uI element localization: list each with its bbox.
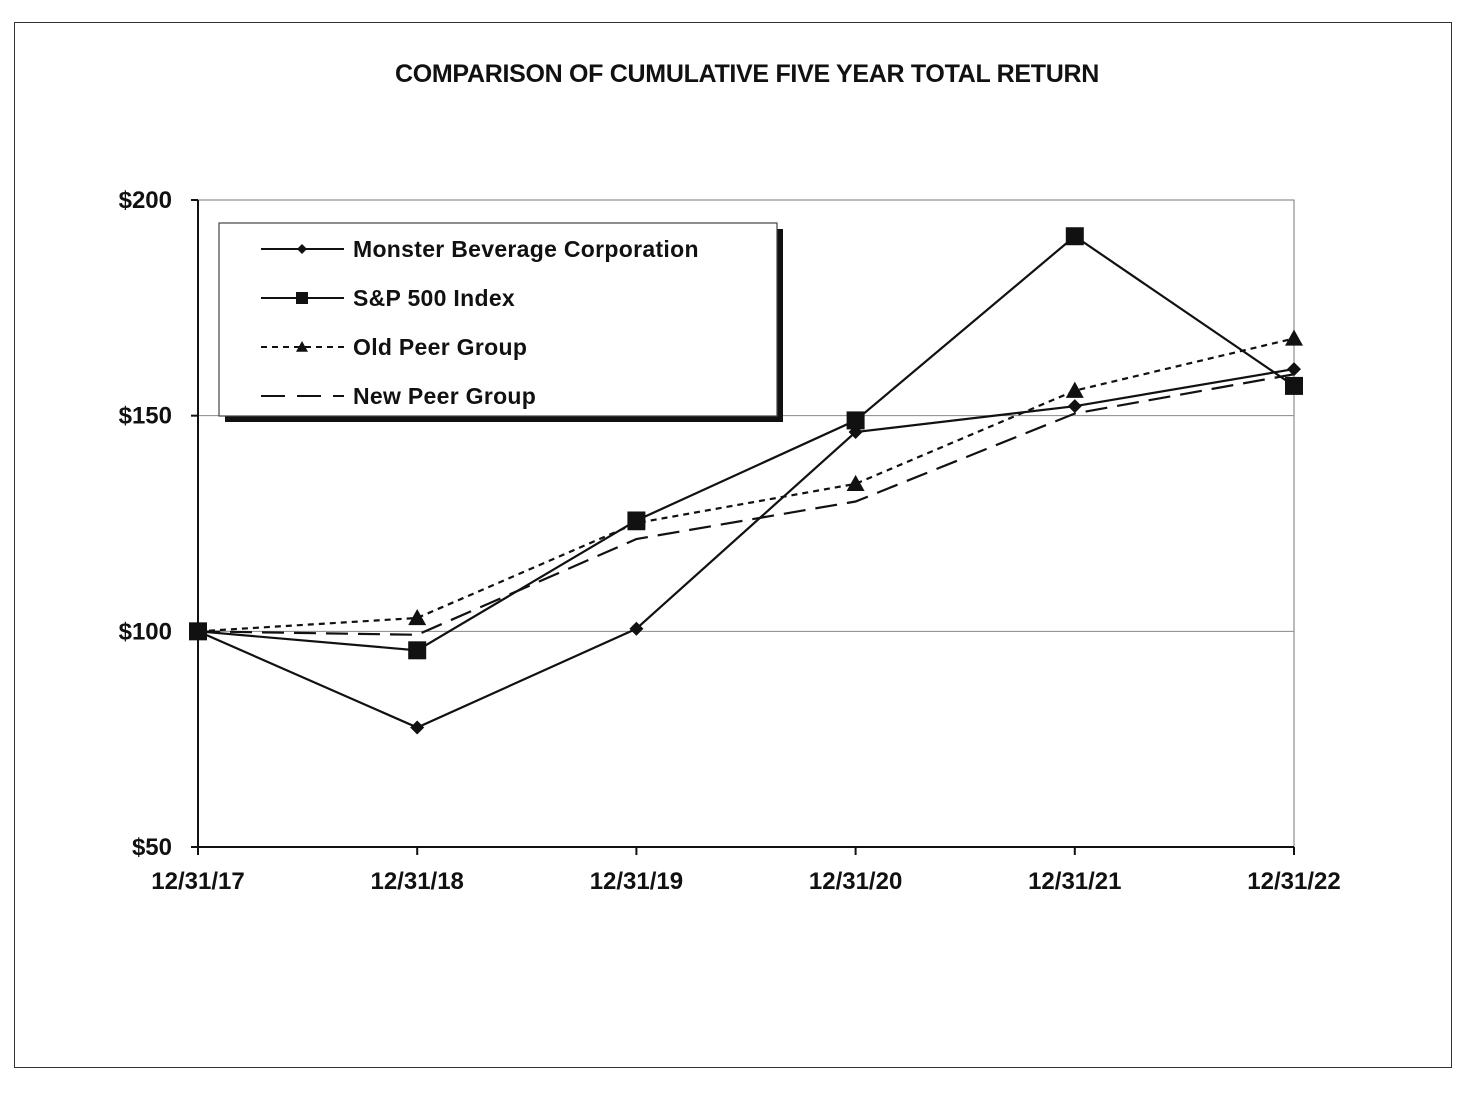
y-tick-label: $100	[119, 618, 172, 645]
diamond-point	[410, 720, 425, 735]
triangle-point	[846, 474, 865, 492]
legend: Monster Beverage Corporation S&P 500 Inde…	[218, 222, 783, 422]
triangle-point	[1065, 381, 1084, 398]
x-tick-label: 12/31/17	[151, 868, 244, 895]
y-tick-label: $200	[119, 187, 172, 214]
chart-title: COMPARISON OF CUMULATIVE FIVE YEAR TOTAL…	[395, 60, 1099, 88]
diamond-point	[629, 621, 644, 636]
diamond-point	[191, 624, 205, 639]
legend-diamond-icon	[297, 244, 307, 254]
x-tick-label: 12/31/18	[370, 868, 463, 895]
square-point	[408, 641, 427, 660]
square-point	[627, 511, 646, 530]
x-tick-label: 12/31/19	[590, 868, 683, 895]
diamond-point	[1067, 399, 1082, 414]
legend-box	[218, 222, 778, 417]
x-tick-label: 12/31/20	[809, 868, 902, 895]
square-point	[846, 411, 865, 430]
x-tick-label: 12/31/22	[1247, 868, 1340, 895]
y-tick-label: $50	[132, 834, 172, 861]
series-line	[197, 367, 1295, 729]
triangle-point	[1285, 329, 1303, 346]
square-point	[1065, 227, 1084, 246]
legend-label: Monster Beverage Corporation	[353, 236, 699, 262]
triangle-point	[408, 608, 427, 626]
series-lines	[197, 234, 1295, 729]
square-point	[1285, 376, 1303, 395]
chart-frame	[14, 22, 1452, 1068]
series-line	[197, 234, 1295, 652]
legend-label: Old Peer Group	[353, 334, 527, 360]
legend-label: S&P 500 Index	[353, 285, 515, 311]
legend-label: New Peer Group	[353, 383, 536, 409]
y-tick-label: $150	[119, 403, 172, 430]
x-tick-label: 12/31/21	[1028, 868, 1121, 895]
diamond-point	[1287, 362, 1301, 377]
axes: $50 $100 $150 $200 12/31/17 12/31/18 12/31/19 1…	[119, 187, 1341, 895]
diamond-point	[848, 425, 863, 440]
legend-square-icon	[296, 292, 308, 304]
series-markers	[189, 227, 1303, 735]
legend-triangle-icon	[296, 341, 308, 352]
